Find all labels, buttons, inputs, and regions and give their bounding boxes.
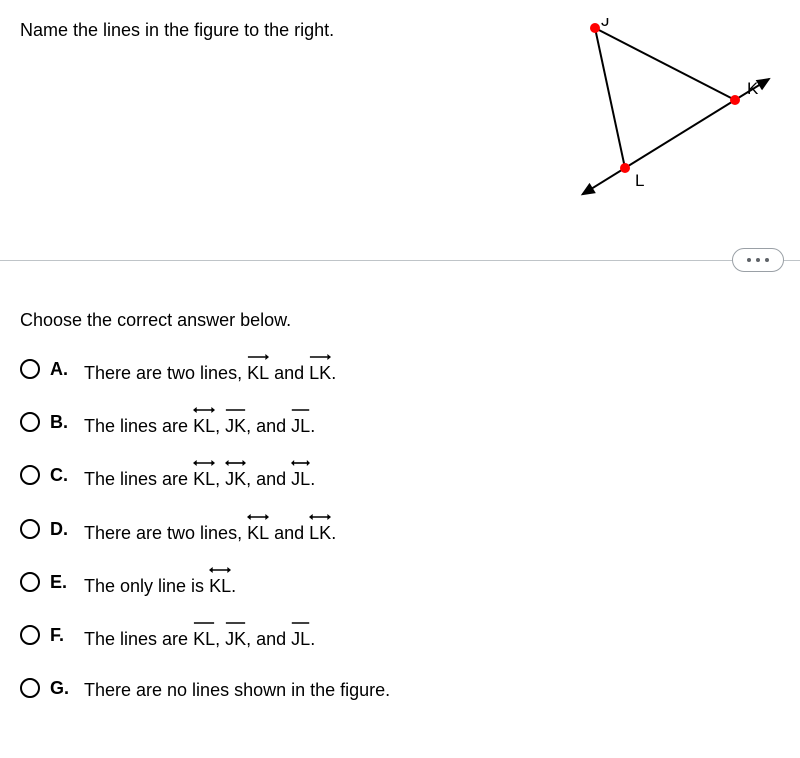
option-text: The lines are KL, JK, and JL. <box>84 623 315 652</box>
options-list: A. There are two lines, KL and LK. B. The l… <box>20 357 780 703</box>
option-row: F. The lines are KL, JK, and JL. <box>20 623 780 652</box>
question-text: Name the lines in the figure to the righ… <box>20 18 510 218</box>
svg-text:L: L <box>635 171 644 190</box>
option-letter: E. <box>50 570 74 593</box>
math-bar: JK <box>225 625 246 652</box>
math-line: LK <box>309 519 331 546</box>
figure: J L K <box>510 18 780 218</box>
option-radio-d[interactable] <box>20 519 40 539</box>
option-radio-g[interactable] <box>20 678 40 698</box>
option-row: A. There are two lines, KL and LK. <box>20 357 780 386</box>
option-radio-b[interactable] <box>20 412 40 432</box>
option-text: There are two lines, KL and LK. <box>84 517 336 546</box>
choose-label: Choose the correct answer below. <box>20 310 780 331</box>
option-letter: A. <box>50 357 74 380</box>
option-text: The lines are KL, JK, and JL. <box>84 410 315 439</box>
math-bar: KL <box>193 625 215 652</box>
math-line: KL <box>193 465 215 492</box>
option-row: G. There are no lines shown in the figure… <box>20 676 780 703</box>
option-radio-e[interactable] <box>20 572 40 592</box>
math-line: KL <box>247 519 269 546</box>
option-row: C. The lines are KL, JK, and JL. <box>20 463 780 492</box>
option-letter: G. <box>50 676 74 699</box>
math-line: JL <box>291 465 310 492</box>
math-line: JK <box>225 465 246 492</box>
option-radio-f[interactable] <box>20 625 40 645</box>
option-row: B. The lines are KL, JK, and JL. <box>20 410 780 439</box>
divider <box>0 260 800 261</box>
figure-svg: J L K <box>510 18 780 218</box>
option-text: There are no lines shown in the figure. <box>84 676 390 703</box>
option-radio-c[interactable] <box>20 465 40 485</box>
math-line: KL <box>209 572 231 599</box>
math-line: KL <box>193 412 215 439</box>
option-letter: C. <box>50 463 74 486</box>
option-row: D. There are two lines, KL and LK. <box>20 517 780 546</box>
math-bar: JK <box>225 412 246 439</box>
option-text: The only line is KL. <box>84 570 236 599</box>
option-text: The lines are KL, JK, and JL. <box>84 463 315 492</box>
option-text: There are two lines, KL and LK. <box>84 357 336 386</box>
math-ray: KL <box>247 359 269 386</box>
svg-text:J: J <box>601 18 610 30</box>
option-row: E. The only line is KL. <box>20 570 780 599</box>
math-ray: LK <box>309 359 331 386</box>
option-radio-a[interactable] <box>20 359 40 379</box>
option-letter: F. <box>50 623 74 646</box>
math-bar: JL <box>291 412 310 439</box>
math-bar: JL <box>291 625 310 652</box>
more-button[interactable] <box>732 248 784 272</box>
option-letter: B. <box>50 410 74 433</box>
option-letter: D. <box>50 517 74 540</box>
svg-text:K: K <box>747 79 759 98</box>
